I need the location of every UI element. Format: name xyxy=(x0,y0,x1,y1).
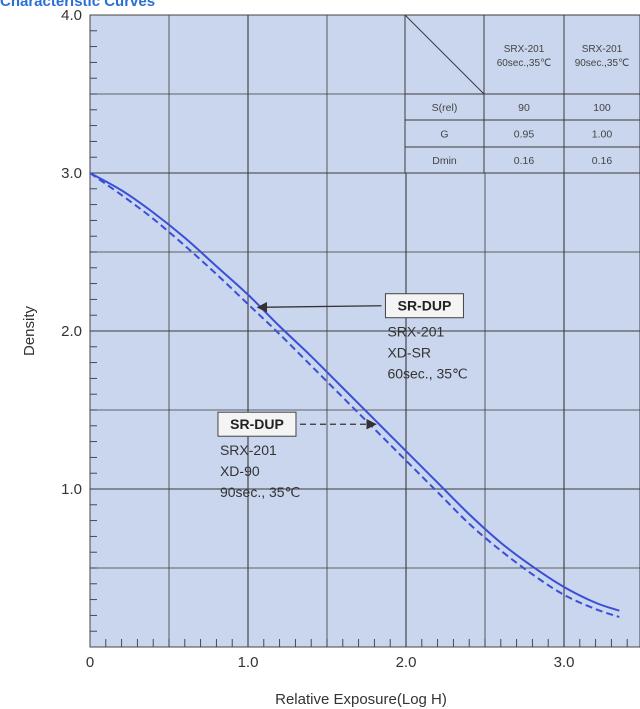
series-line-solid xyxy=(89,172,620,612)
annotation-line: 60sec., 35℃ xyxy=(387,366,467,382)
table-col-header: 90sec.,35℃ xyxy=(575,58,630,69)
annotation-line: XD-90 xyxy=(220,463,260,479)
table-row-label: Dmin xyxy=(432,155,457,167)
x-tick-label: 1.0 xyxy=(238,654,259,671)
series-layer xyxy=(89,172,620,618)
annotation-arrow xyxy=(256,301,382,313)
table-cell: 0.16 xyxy=(592,155,613,167)
x-axis-title: Relative Exposure(Log H) xyxy=(275,691,447,708)
table-diagonal xyxy=(404,14,485,95)
table-cell: 100 xyxy=(593,102,611,114)
series-line-dashed xyxy=(89,172,620,618)
y-tick-labels: 1.0 2.0 3.0 4.0 xyxy=(61,7,82,498)
table-col-header: SRX-201 xyxy=(504,44,545,55)
table-cell: 1.00 xyxy=(592,129,613,141)
data-table: SRX-201 60sec.,35℃ SRX-201 90sec.,35℃ S(rel)… xyxy=(404,14,640,174)
x-tick-label: 0 xyxy=(86,654,94,671)
annotation-box xyxy=(384,293,464,319)
annotation-box-label: SR-DUP xyxy=(230,416,284,432)
table-cell: 0.95 xyxy=(514,129,535,141)
annotation-line: SRX-201 xyxy=(387,324,444,340)
y-axis-title: Density xyxy=(21,305,38,356)
y-tick-label: 1.0 xyxy=(61,481,82,498)
x-tick-labels: 0 1.0 2.0 3.0 xyxy=(86,654,575,671)
annotation-line: 90sec., 35℃ xyxy=(220,484,300,500)
table-cell: 0.16 xyxy=(514,155,535,167)
table-row-label: S(rel) xyxy=(432,102,458,114)
table-col-header: 60sec.,35℃ xyxy=(497,58,552,69)
minor-ticks xyxy=(90,30,628,647)
annotation-line: XD-SR xyxy=(387,345,431,361)
annotation-box-label: SR-DUP xyxy=(398,298,452,314)
y-tick-label: 2.0 xyxy=(61,323,82,340)
y-tick-label: 4.0 xyxy=(61,7,82,24)
header-text: Characteristic Curves xyxy=(0,0,155,10)
table-row-label: G xyxy=(440,129,448,141)
annotation-box xyxy=(217,411,297,437)
table-col-header: SRX-201 xyxy=(582,44,623,55)
annotation-line: SRX-201 xyxy=(220,442,277,458)
table-cell: 90 xyxy=(518,102,530,114)
annotation-layer: SR-DUP SRX-201 XD-SR 60sec., 35℃ SR-DUP SRX-2… xyxy=(217,293,468,500)
x-tick-label: 2.0 xyxy=(396,654,417,671)
y-tick-label: 3.0 xyxy=(61,165,82,182)
x-tick-label: 3.0 xyxy=(554,654,575,671)
